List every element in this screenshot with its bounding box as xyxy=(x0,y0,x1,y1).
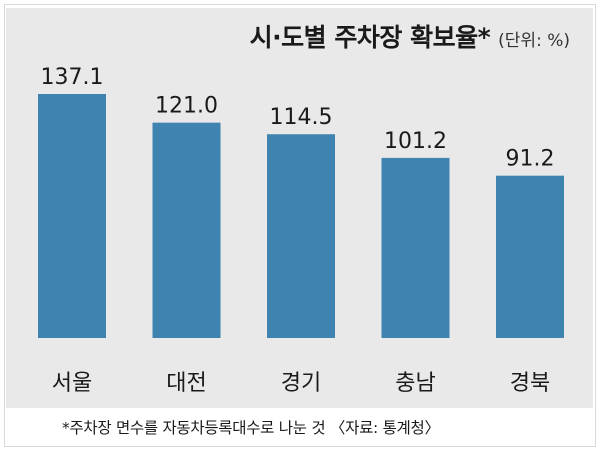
category-label: 대전 xyxy=(166,371,206,396)
footnote: *주차장 면수를 자동차등록대수로 나눈 것 〈자료: 통계청〉 xyxy=(62,419,440,437)
category-label: 서울 xyxy=(52,371,92,396)
chart-title: 시·도별 주차장 확보율* xyxy=(249,23,491,52)
category-label: 경북 xyxy=(510,371,550,396)
unit-label: (단위: %) xyxy=(498,31,570,51)
value-label: 114.5 xyxy=(270,105,333,130)
value-label: 91.2 xyxy=(506,147,555,172)
bar-경북 xyxy=(496,175,564,338)
bar-경기 xyxy=(267,134,335,338)
bar-충남 xyxy=(381,157,450,338)
value-label: 101.2 xyxy=(384,129,447,154)
bar-서울 xyxy=(38,94,106,338)
chart-header: 시·도별 주차장 확보율* (단위: %) xyxy=(250,18,570,54)
category-label: 경기 xyxy=(281,371,321,396)
category-label: 충남 xyxy=(395,371,435,396)
bar-대전 xyxy=(152,122,221,338)
value-label: 121.0 xyxy=(155,94,218,119)
value-label: 137.1 xyxy=(41,65,104,90)
